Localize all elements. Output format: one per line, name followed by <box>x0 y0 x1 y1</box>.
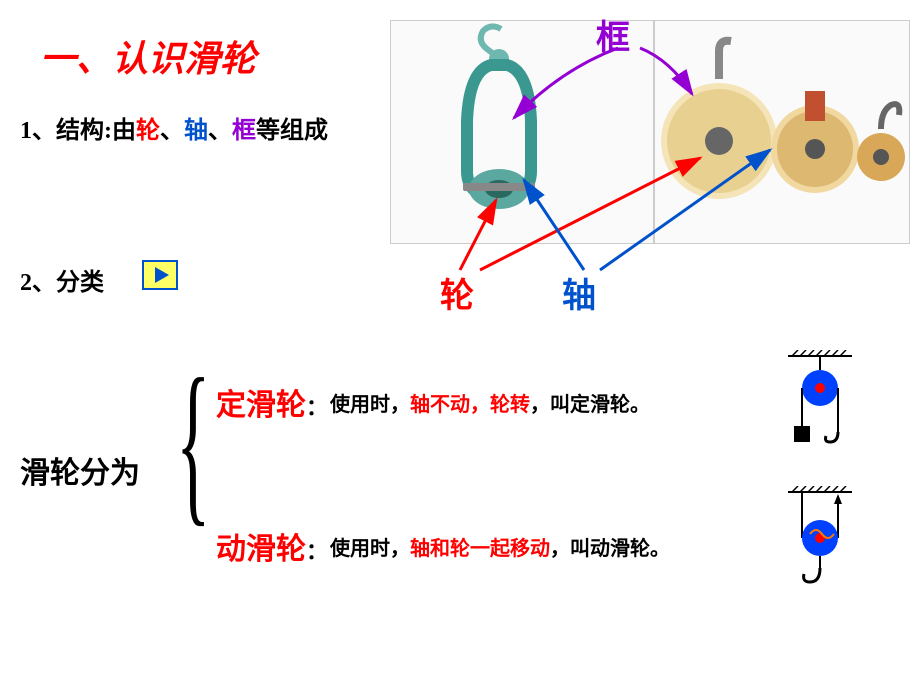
movable-pre: 使用时， <box>330 538 410 560</box>
fixed-mid: 轴不动，轮转 <box>410 394 530 416</box>
movable-mid: 轴和轮一起移动 <box>410 538 550 560</box>
play-icon <box>155 267 169 283</box>
part-axle: 轴 <box>184 118 208 144</box>
pulley-photo-2 <box>655 21 911 245</box>
fixed-post: ，叫定滑轮。 <box>530 394 650 416</box>
pulley-photo-area <box>390 20 910 244</box>
part-wheel: 轮 <box>136 118 160 144</box>
section-title: 一、认识滑轮 <box>40 30 256 82</box>
sep1: 、 <box>160 118 184 144</box>
label-frame: 框 <box>596 10 630 59</box>
fixed-pulley-diagram <box>780 350 860 450</box>
brace-icon: { <box>176 352 211 532</box>
fixed-colon: ： <box>306 395 328 420</box>
structure-line: 1、结构:由轮、轴、框等组成 <box>20 110 328 145</box>
fixed-definition: 使用时，轴不动，轮转，叫定滑轮。 <box>330 388 650 417</box>
movable-pulley-diagram <box>780 486 860 596</box>
classification-label: 2、分类 <box>20 262 104 297</box>
movable-colon: ： <box>306 539 328 564</box>
fixed-name: 定滑轮： <box>216 380 328 424</box>
part-frame: 框 <box>232 118 256 144</box>
sep2: 、 <box>208 118 232 144</box>
label-axle: 轴 <box>562 268 596 317</box>
fixed-name-text: 定滑轮 <box>216 389 306 422</box>
structure-suffix: 等组成 <box>256 118 328 144</box>
label-wheel: 轮 <box>440 268 474 317</box>
play-button[interactable] <box>142 260 178 290</box>
photo-box-right <box>654 20 910 244</box>
category-title: 滑轮分为 <box>20 448 140 492</box>
fixed-pre: 使用时， <box>330 394 410 416</box>
movable-name-text: 动滑轮 <box>216 533 306 566</box>
movable-definition: 使用时，轴和轮一起移动，叫动滑轮。 <box>330 532 670 561</box>
movable-post: ，叫动滑轮。 <box>550 538 670 560</box>
structure-prefix: 1、结构:由 <box>20 118 136 144</box>
movable-name: 动滑轮： <box>216 524 328 568</box>
